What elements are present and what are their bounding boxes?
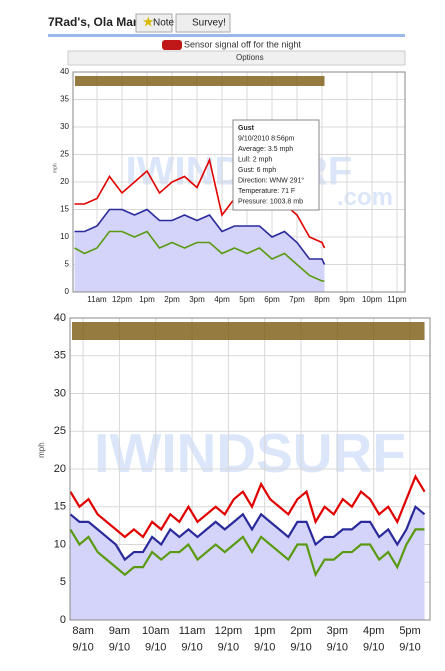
x-tick-label: 11pm	[387, 295, 407, 304]
x-tick-date: 9/10	[109, 641, 130, 653]
chart-bottom: IWINDSURF 0 5 10 15 20 25 30 35 40 mph 8am 9/10 9am 9/…	[37, 312, 431, 653]
area	[74, 209, 325, 292]
x-tick-label: 6pm	[264, 295, 280, 304]
tooltip-line: Gust: 6 mph	[238, 167, 276, 174]
x-tick-label: 9pm	[339, 295, 355, 304]
note-button[interactable]: Note	[153, 18, 175, 29]
direction-strip	[72, 322, 425, 340]
tooltip-line: Gust	[238, 125, 255, 132]
y-tick-label: 40	[54, 312, 66, 324]
note-button-bg[interactable]	[135, 13, 173, 33]
x-tick-date: 9/10	[363, 641, 384, 653]
x-tick-date: 9/10	[290, 641, 311, 653]
header-rule	[48, 34, 405, 37]
direction-strip	[75, 76, 325, 86]
options-button[interactable]: Options	[236, 53, 264, 62]
x-tick-label: 10am	[142, 625, 170, 637]
x-tick-label: 2pm	[290, 625, 311, 637]
series-line	[74, 208, 326, 265]
x-tick-label: 12pm	[215, 625, 243, 637]
series-line	[69, 528, 425, 578]
x-tick-label: 7pm	[289, 295, 305, 304]
x-tick-label: 11am	[179, 625, 206, 637]
y-tick-label: 5	[60, 576, 66, 588]
y-tick-label: 25	[54, 425, 66, 437]
toolbar-caption: Sensor signal off for the night	[184, 39, 301, 49]
watermark: IWINDSURF	[94, 422, 406, 484]
x-tick-label: 12pm	[112, 295, 132, 304]
y-tick-label: 40	[60, 67, 69, 76]
y-tick-label: 5	[65, 260, 70, 269]
survey-button-bg[interactable]	[175, 13, 231, 33]
series-line	[69, 474, 426, 539]
tooltip-line: Lull: 2 mph	[238, 156, 272, 163]
watermark-sub: .com	[337, 184, 393, 211]
tooltip-line: Direction: WNW 291°	[238, 176, 304, 184]
survey-button[interactable]: Survey!	[192, 18, 226, 29]
toolbar	[67, 50, 406, 66]
y-tick-label: 35	[60, 95, 69, 104]
tooltip-line: Average: 3.5 mph	[238, 146, 293, 153]
area	[70, 506, 425, 620]
tooltip: Gust 9/10/2010 8:56pm Average: 3.5 mph Lull…	[232, 119, 320, 211]
x-tick-label: 11am	[87, 295, 107, 304]
y-tick-label: 30	[54, 387, 66, 399]
y-axis-label: mph	[52, 163, 58, 173]
x-tick-label: 1pm	[139, 295, 155, 304]
x-tick-label: 5pm	[399, 625, 420, 637]
x-tick-label: 3pm	[327, 625, 348, 637]
x-tick-label: 4pm	[214, 295, 230, 304]
y-tick-label: 25	[60, 150, 69, 159]
y-tick-label: 30	[60, 122, 69, 131]
tooltip-box	[232, 119, 320, 211]
x-tick-date: 9/10	[399, 641, 420, 653]
y-tick-label: 15	[60, 205, 69, 214]
note-icon: ★	[142, 14, 155, 30]
series-line	[74, 230, 325, 282]
x-tick-label: 4pm	[363, 625, 384, 637]
y-tick-label: 20	[60, 177, 69, 186]
y-tick-label: 0	[60, 614, 66, 626]
x-tick-date: 9/10	[254, 641, 275, 653]
x-tick-label: 1pm	[254, 625, 275, 637]
tooltip-line: Temperature: 71 F	[238, 188, 295, 195]
x-tick-date: 9/10	[327, 641, 348, 653]
y-tick-label: 0	[65, 287, 70, 296]
plot-border	[72, 71, 406, 293]
x-tick-date: 9/10	[181, 641, 202, 653]
y-tick-label: 20	[54, 463, 66, 475]
x-tick-label: 9am	[109, 625, 130, 637]
x-tick-label: 5pm	[239, 295, 255, 304]
station-title: 7Rad's, Ola Marina	[48, 15, 155, 29]
x-tick-label: 8pm	[314, 295, 330, 304]
y-tick-label: 15	[54, 501, 66, 513]
toolbar-logo	[162, 40, 182, 50]
plot-border	[69, 317, 431, 621]
y-tick-label: 10	[60, 232, 69, 241]
series-line	[69, 504, 426, 562]
tooltip-line: Pressure: 1003.8 mb	[238, 198, 303, 205]
x-tick-label: 3pm	[189, 295, 205, 304]
x-tick-date: 9/10	[218, 641, 239, 653]
y-tick-label: 35	[54, 350, 66, 362]
x-tick-label: 10pm	[362, 295, 382, 304]
x-tick-date: 9/10	[72, 641, 93, 653]
x-tick-date: 9/10	[145, 641, 166, 653]
tooltip-line: 9/10/2010 8:56pm	[238, 135, 295, 142]
y-tick-label: 10	[54, 538, 66, 550]
y-axis-label: mph	[37, 442, 46, 458]
chart-top: IWINDSURF.com0510152025303540mph11am12pm…	[52, 67, 407, 304]
x-tick-label: 8am	[72, 625, 93, 637]
x-tick-label: 2pm	[164, 295, 180, 304]
